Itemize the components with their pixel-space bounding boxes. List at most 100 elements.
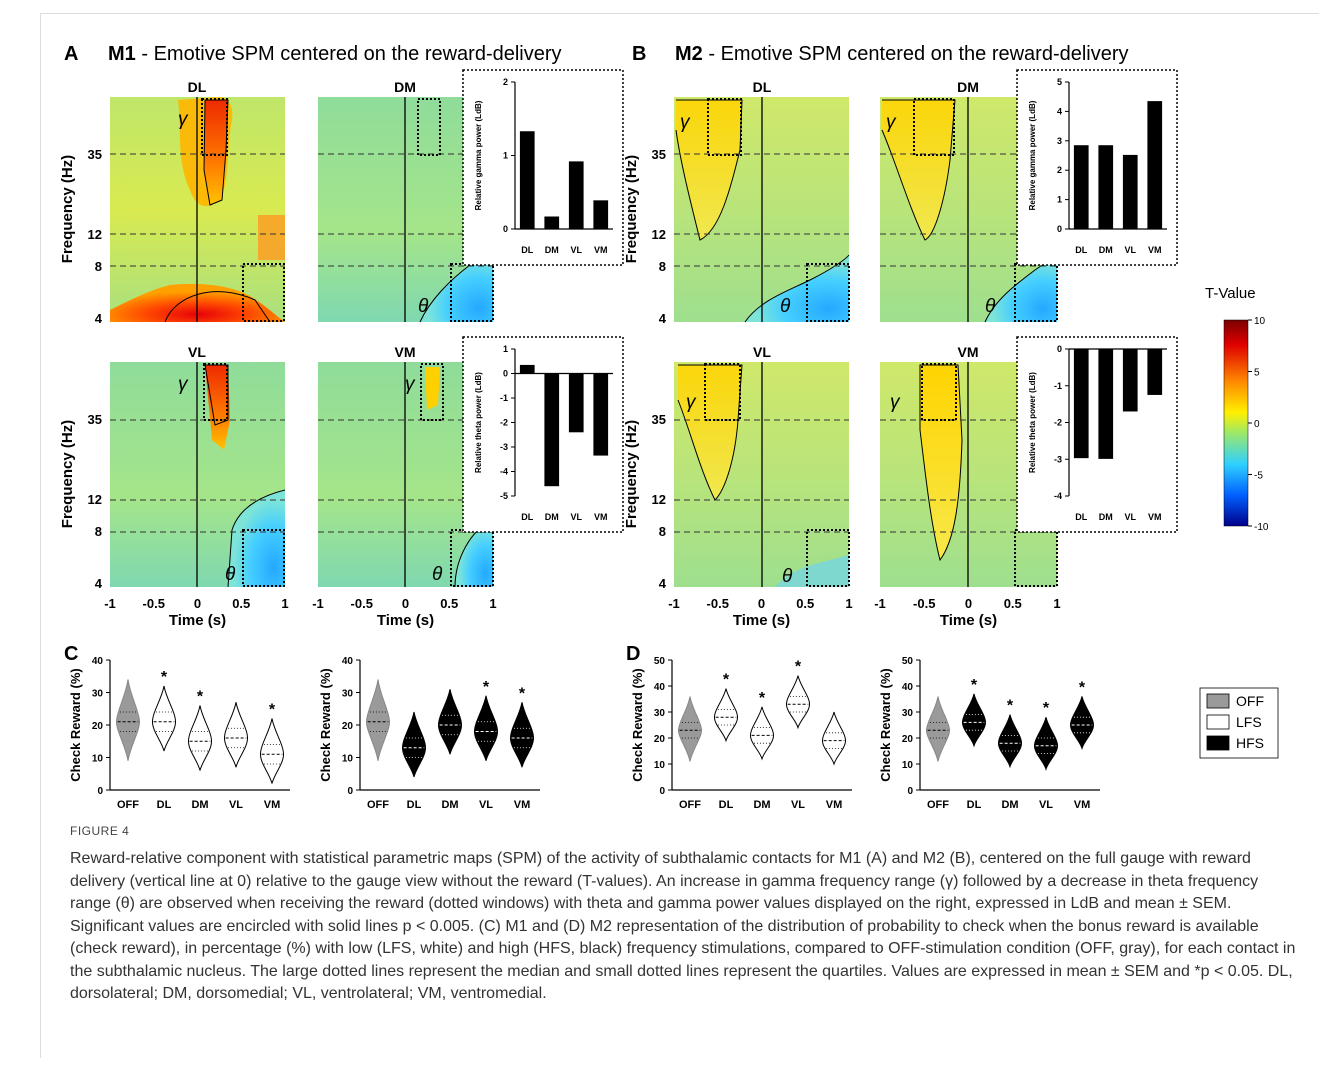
violin-D-LFS: 50 40 30 20 10 0 Check Reward (%) OFF * DL * DM * VL V… [630, 656, 852, 811]
violin-xlabel-DL: DL [407, 799, 422, 811]
legend-swatch-HFS [1206, 735, 1230, 751]
panel-a-title: M1 - Emotive SPM centered on the reward-… [108, 43, 562, 65]
time-tick: -0.5 [913, 596, 935, 611]
significance-star: * [483, 679, 490, 696]
freq-tick: 8 [95, 524, 102, 539]
bar-label-VL: VL [1124, 512, 1136, 522]
violin-ylabel: Check Reward (%) [630, 668, 645, 781]
time-tick: 1 [281, 596, 288, 611]
violin-xlabel-OFF: OFF [927, 799, 949, 811]
violin-xlabel-OFF: OFF [679, 799, 701, 811]
violin-ytick: 30 [342, 689, 354, 700]
violin-DM [187, 705, 213, 771]
theta-label: θ [432, 564, 443, 585]
violin-OFF [925, 696, 951, 762]
violin-VL [1033, 717, 1059, 771]
bar-label-VM: VM [594, 245, 608, 255]
spm-a-dl: γ DL [110, 79, 285, 323]
colorbar-tick: 0 [1254, 419, 1260, 430]
time-tick: 1 [489, 596, 496, 611]
violin-DM [437, 689, 463, 755]
figure-label: FIGURE 4 [70, 824, 130, 838]
inset-bar-charts: 2 1 0 DL DM VL VM Relative gamma power (LdB) 1 0 -… [462, 69, 1178, 533]
bar-label-VL: VL [570, 245, 582, 255]
bar-DL [1073, 145, 1089, 229]
significance-star: * [795, 659, 802, 676]
bar-chart-B-gamma: 5 4 3 2 1 0 DL DM VL VM Relative gamma power (LdB) [1016, 69, 1178, 266]
violin-OFF [365, 679, 391, 761]
freq-tick: 4 [95, 311, 103, 326]
violin-xlabel-VL: VL [229, 799, 243, 811]
colorbar-tick: 5 [1254, 368, 1260, 379]
violin-VM [1069, 696, 1095, 751]
bar-ytick: 2 [503, 77, 508, 87]
caption-text: Reward-relative component with statistic… [70, 850, 1296, 1002]
time-tick: -0.5 [707, 596, 729, 611]
colorbar: T-Value 10 5 0 -5 -10 [1205, 285, 1269, 533]
panel-a-letter: A [64, 43, 78, 65]
freq-tick: 4 [95, 576, 103, 591]
time-tick: 0.5 [1004, 596, 1022, 611]
violin-ytick: 40 [654, 682, 666, 693]
violin-ytick: 10 [92, 754, 104, 765]
significance-star: * [519, 685, 526, 702]
time-axes: -1 -0.5 0 0.5 1 Time (s) -1 -0.5 0 0.5 1 Time (s) -1… [104, 596, 1060, 629]
time-tick: -1 [874, 596, 886, 611]
violin-OFF [115, 679, 141, 761]
spm-b-vl: γ θ VL [674, 344, 850, 587]
time-tick: 0.5 [232, 596, 250, 611]
violin-ytick: 50 [902, 656, 914, 667]
freq-tick: 4 [659, 576, 667, 591]
violin-xlabel-OFF: OFF [117, 799, 139, 811]
gamma-label: γ [886, 112, 897, 133]
significance-star: * [723, 672, 730, 689]
violin-VM [821, 711, 847, 766]
violin-DL [961, 693, 987, 748]
legend-label-OFF: OFF [1236, 693, 1264, 709]
bar-VL [568, 161, 584, 229]
colorbar-title: T-Value [1205, 285, 1256, 302]
bar-VL [1122, 154, 1138, 229]
heatmap-title-vm: VM [395, 344, 416, 360]
freq-axis-label: Frequency (Hz) [623, 155, 640, 263]
bar-ytick: 1 [1057, 195, 1062, 205]
violin-ytick: 20 [654, 734, 666, 745]
panel-b-letter: B [632, 43, 646, 65]
violin-xlabel-DL: DL [719, 799, 734, 811]
spm-b-dm: γ θ DM [880, 79, 1058, 323]
spm-b-dl: γ θ DL [674, 79, 850, 323]
panel-d-letter: D [626, 643, 640, 665]
freq-tick: 8 [659, 259, 666, 274]
heatmap-title-dl: DL [753, 79, 772, 95]
time-tick: 0 [758, 596, 765, 611]
bar-ylabel: Relative gamma power (LdB) [474, 100, 483, 210]
violin-ytick: 20 [92, 721, 104, 732]
figure-caption: FIGURE 4 Reward-relative component with … [70, 824, 1300, 1006]
panel-c-letter: C [64, 643, 78, 665]
freq-tick: 35 [88, 147, 102, 162]
violin-xlabel-DM: DM [441, 799, 458, 811]
frequency-axes: 35 12 8 4 Frequency (Hz) 35 12 8 4 Frequency (Hz)… [59, 147, 667, 591]
bar-ytick: 4 [1057, 106, 1062, 116]
violin-xlabel-VM: VM [826, 799, 843, 811]
freq-tick: 12 [652, 227, 666, 242]
bar-label-DL: DL [521, 245, 533, 255]
condition-legend: OFF LFS HFS [1199, 687, 1279, 759]
heatmap-title-dl: DL [188, 79, 207, 95]
freq-axis-label: Frequency (Hz) [59, 420, 76, 528]
theta-label: θ [225, 564, 236, 585]
freq-tick: 8 [659, 524, 666, 539]
time-tick: 0.5 [440, 596, 458, 611]
colorbar-tick: -5 [1254, 471, 1263, 482]
heatmap-title-vl: VL [188, 344, 206, 360]
colorbar-tick: 10 [1254, 316, 1266, 327]
bar-label-VL: VL [1124, 245, 1136, 255]
figure-4-graphic: A M1 - Emotive SPM centered on the rewar… [59, 43, 1279, 811]
legend-swatch-LFS [1206, 714, 1230, 730]
significance-star: * [971, 677, 978, 694]
bar-label-DM: DM [1099, 512, 1113, 522]
bar-DM [1098, 349, 1114, 459]
significance-star: * [269, 702, 276, 719]
significance-star: * [759, 690, 766, 707]
